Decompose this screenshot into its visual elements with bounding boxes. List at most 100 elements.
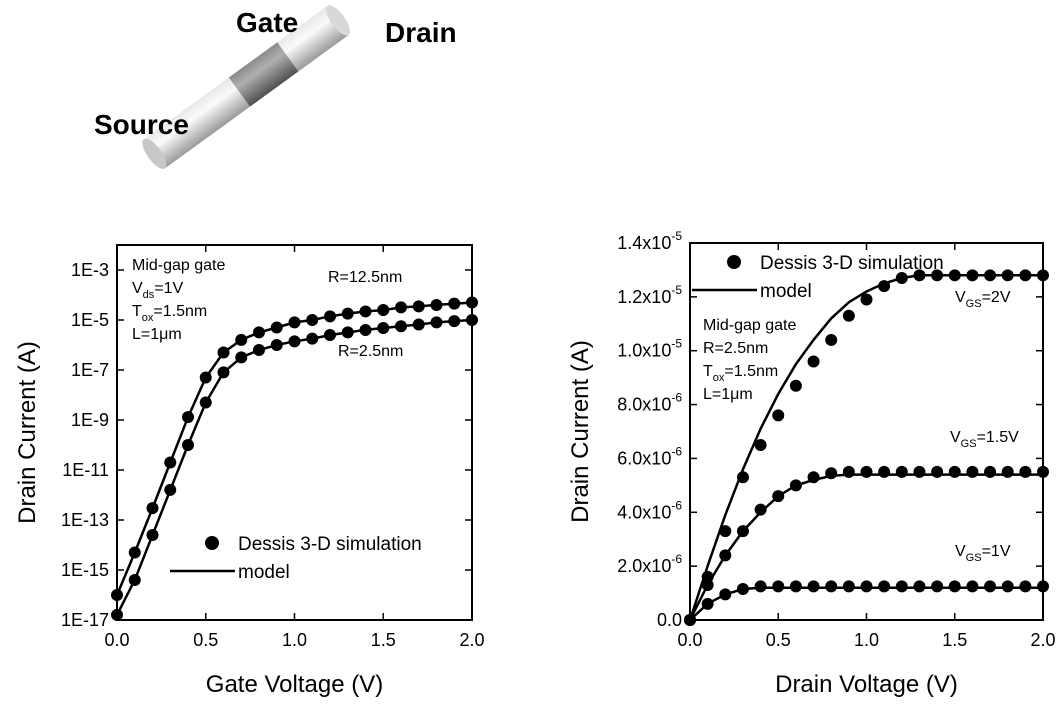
data-point — [1037, 465, 1049, 478]
annotation-main: V — [950, 429, 961, 446]
data-point — [966, 465, 979, 478]
model-line — [115, 318, 473, 616]
data-point — [719, 525, 732, 538]
y-tick-label: 1E-5 — [71, 310, 109, 330]
data-point — [860, 293, 873, 306]
x-tick-label: 1.0 — [282, 630, 307, 650]
data-point — [931, 465, 944, 478]
y-tick-label-exponent: -6 — [671, 498, 682, 512]
annotation-rest: =1.5V — [977, 429, 1020, 446]
data-point — [825, 580, 838, 593]
y-tick-label: 1E-11 — [62, 460, 109, 480]
drain-label: Drain — [385, 17, 457, 48]
data-point — [842, 309, 855, 322]
annotation-rest: =1V — [982, 543, 1011, 560]
legend-label: Dessis 3-D simulation — [760, 253, 944, 274]
legend-label: model — [238, 562, 290, 583]
y-tick-label-exponent: -6 — [671, 444, 682, 458]
legend-marker — [205, 536, 219, 550]
data-point — [878, 465, 891, 478]
x-tick-label: 2.0 — [459, 630, 484, 650]
data-point — [772, 580, 785, 593]
gate-segment — [228, 42, 299, 107]
legend-label: Dessis 3-D simulation — [238, 534, 422, 555]
data-point — [984, 465, 997, 478]
data-point — [948, 465, 961, 478]
data-point — [807, 355, 820, 368]
annotation: L=1μm — [703, 386, 753, 403]
data-point — [825, 333, 838, 346]
data-point — [754, 438, 767, 451]
annotation-subscript: ox — [713, 372, 725, 384]
gate-label: Gate — [236, 7, 298, 38]
annotation-main: V — [132, 280, 143, 297]
x-tick-label: 1.5 — [942, 630, 967, 650]
y-tick-label: 2.0x10-6 — [617, 552, 682, 576]
y-tick-label-mantissa: 1E-3 — [71, 260, 109, 280]
data-point — [1001, 465, 1014, 478]
model-line — [115, 301, 473, 596]
annotation-main: V — [955, 543, 966, 560]
data-point — [895, 465, 908, 478]
y-tick-label-mantissa: 1E-17 — [61, 610, 109, 630]
source-label: Source — [94, 109, 189, 140]
legend-marker — [727, 255, 741, 269]
annotation-subscript: GS — [961, 438, 977, 450]
data-point — [772, 409, 785, 422]
y-axis-title: Drain Current (A) — [567, 340, 594, 523]
annotation: Vds=1V — [132, 280, 184, 301]
y-tick-label-exponent: -5 — [671, 337, 682, 351]
drain-end — [326, 5, 351, 36]
y-tick-label-mantissa: 1E-13 — [61, 510, 109, 530]
x-tick-label: 0.0 — [104, 630, 129, 650]
y-tick-label-mantissa: 2.0x10 — [617, 556, 671, 576]
x-tick-label: 0.5 — [193, 630, 218, 650]
source-end — [142, 138, 167, 169]
annotation-rest: =1.5nm — [153, 303, 207, 320]
annotation: L=1μm — [132, 326, 182, 343]
annotation: VGS=1.5V — [950, 429, 1019, 450]
data-point — [913, 580, 926, 593]
annotation: Tox=1.5nm — [132, 303, 207, 324]
annotation-rest: =1V — [154, 280, 183, 297]
nanowire — [142, 5, 351, 169]
annotation-subscript: GS — [966, 552, 982, 564]
annotation: R=2.5nm — [703, 340, 768, 357]
y-axis-title: Drain Current (A) — [14, 341, 41, 524]
annotation: VGS=1V — [955, 543, 1011, 564]
data-point — [860, 465, 873, 478]
y-tick-label-mantissa: 1.2x10 — [617, 287, 671, 307]
annotation-subscript: ox — [142, 312, 154, 324]
annotation: R=2.5nm — [338, 343, 403, 360]
y-tick-label: 0.0 — [657, 610, 682, 630]
data-point — [966, 580, 979, 593]
y-tick-label: 1.4x10-5 — [617, 229, 682, 253]
y-tick-label: 8.0x10-6 — [617, 391, 682, 415]
annotation-subscript: ds — [143, 289, 155, 301]
annotation: Mid-gap gate — [703, 317, 796, 334]
y-tick-label: 1.2x10-5 — [617, 283, 682, 307]
x-tick-label: 1.0 — [854, 630, 879, 650]
drain-segment — [277, 5, 349, 72]
x-axis-title: Gate Voltage (V) — [206, 671, 383, 698]
y-tick-label-mantissa: 4.0x10 — [617, 502, 671, 522]
data-point — [948, 580, 961, 593]
y-tick-label-exponent: -6 — [671, 391, 682, 405]
annotation: VGS=2V — [955, 289, 1011, 310]
data-point — [1037, 580, 1049, 593]
annotation-main: T — [132, 303, 142, 320]
y-tick-label: 1.0x10-5 — [617, 337, 682, 361]
data-point — [807, 580, 820, 593]
y-tick-label-mantissa: 1E-11 — [62, 460, 109, 480]
model-line — [688, 274, 1043, 621]
data-point — [754, 580, 767, 593]
y-tick-label: 1E-7 — [71, 360, 109, 380]
annotation: Mid-gap gate — [132, 257, 225, 274]
model-line — [689, 586, 1043, 621]
y-tick-label-mantissa: 1E-15 — [61, 560, 109, 580]
data-point — [1019, 465, 1032, 478]
annotation-subscript: GS — [966, 298, 982, 310]
y-tick-label-mantissa: 6.0x10 — [617, 448, 671, 468]
annotation: Tox=1.5nm — [703, 363, 778, 384]
y-tick-label: 4.0x10-6 — [617, 498, 682, 522]
